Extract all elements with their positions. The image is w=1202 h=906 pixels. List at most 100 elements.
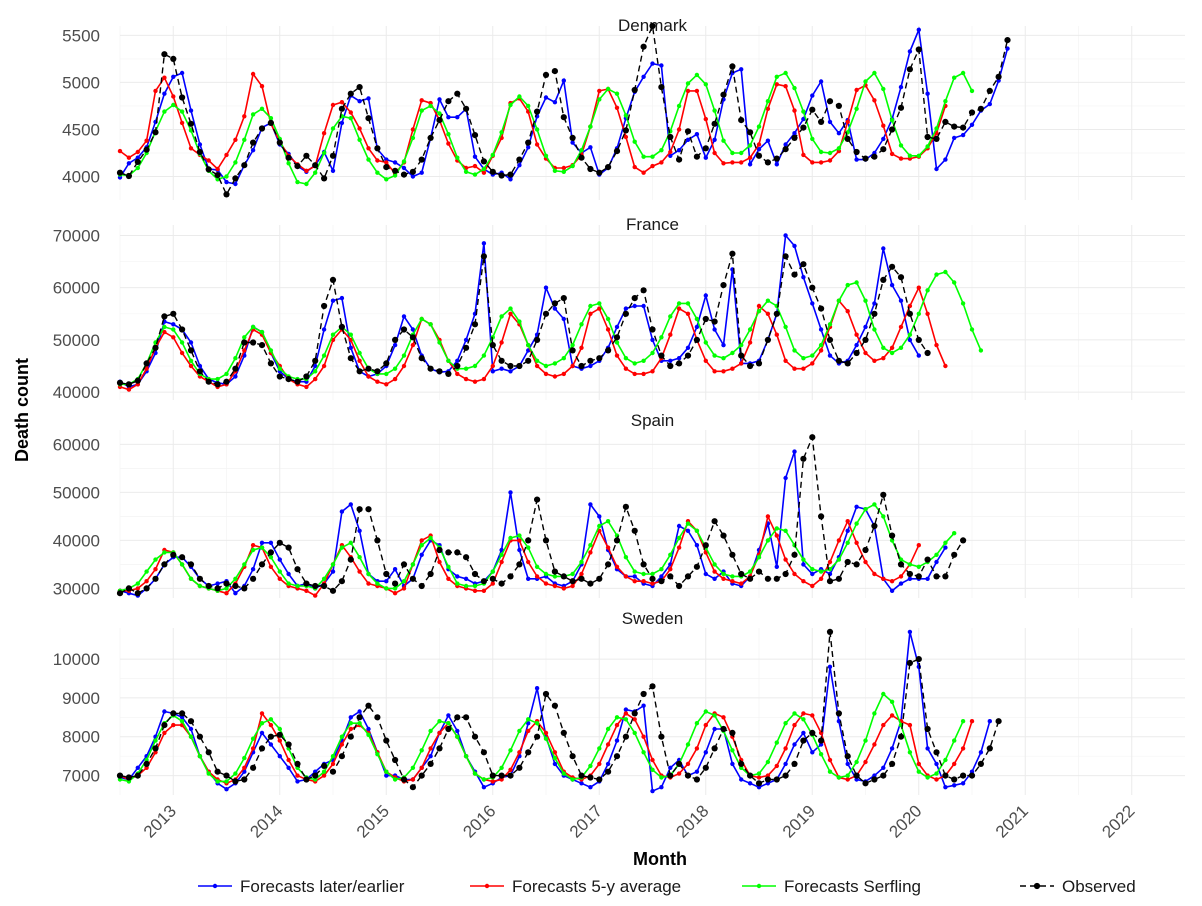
data-point <box>233 137 238 142</box>
data-point <box>480 578 487 585</box>
data-point <box>943 157 948 162</box>
data-point <box>268 742 274 747</box>
data-point <box>631 527 638 534</box>
data-point <box>836 775 842 780</box>
data-point <box>889 699 895 704</box>
data-point <box>693 776 701 783</box>
data-point <box>889 760 896 768</box>
data-point <box>755 152 763 159</box>
data-point <box>587 580 594 587</box>
data-point <box>116 379 124 386</box>
data-point <box>712 353 717 358</box>
data-point <box>481 166 487 172</box>
data-point <box>507 362 514 370</box>
data-point <box>694 324 700 330</box>
data-point <box>366 146 371 151</box>
data-point <box>295 779 300 784</box>
data-point <box>144 138 149 143</box>
data-point <box>321 150 327 156</box>
data-point <box>765 99 771 104</box>
data-point <box>685 301 691 306</box>
data-point <box>401 159 407 164</box>
data-point <box>162 730 167 736</box>
data-point <box>117 148 123 154</box>
data-point <box>818 79 824 84</box>
data-point <box>924 556 931 563</box>
data-point <box>898 345 904 350</box>
x-tick-label: 2017 <box>566 801 606 841</box>
data-point <box>445 725 452 733</box>
data-point <box>916 769 921 774</box>
data-point <box>286 161 291 166</box>
data-point <box>205 378 212 385</box>
data-point <box>508 177 513 182</box>
data-point <box>463 376 469 382</box>
data-point <box>375 752 380 757</box>
data-point <box>739 150 744 156</box>
data-point <box>756 147 762 152</box>
data-point <box>712 108 717 113</box>
data-point <box>570 583 575 589</box>
y-tick-label: 40000 <box>53 383 100 402</box>
data-point <box>702 542 709 549</box>
data-point <box>543 730 549 736</box>
data-point <box>800 261 807 268</box>
data-point <box>526 545 531 550</box>
data-point <box>613 537 621 544</box>
data-point <box>161 51 168 58</box>
data-point <box>747 569 753 574</box>
data-point <box>152 129 159 136</box>
data-point <box>641 371 646 377</box>
data-point <box>968 772 976 779</box>
data-point <box>508 311 513 316</box>
data-point <box>526 103 531 109</box>
data-point <box>826 336 834 343</box>
data-point <box>854 87 859 93</box>
data-point <box>277 738 282 743</box>
data-point <box>738 760 745 768</box>
data-point <box>463 576 469 581</box>
data-point <box>455 574 460 579</box>
data-point <box>872 742 877 747</box>
data-point <box>277 576 282 581</box>
data-point <box>561 165 566 171</box>
data-point <box>897 561 905 568</box>
data-point <box>649 683 656 690</box>
data-point <box>623 717 629 722</box>
data-point <box>916 153 921 158</box>
data-point <box>889 282 895 288</box>
data-point <box>668 358 673 363</box>
data-point <box>915 46 922 53</box>
data-point <box>303 580 310 587</box>
data-point <box>650 788 655 794</box>
legend-swatch-point <box>212 883 218 889</box>
data-point <box>312 582 319 590</box>
data-point <box>330 754 336 759</box>
data-point <box>773 310 780 317</box>
series-line <box>119 451 947 597</box>
series-forecasts-serfling <box>117 70 975 187</box>
data-point <box>774 162 779 167</box>
data-point <box>730 579 735 584</box>
data-point <box>659 160 664 165</box>
data-point <box>712 569 717 574</box>
data-point <box>907 49 913 54</box>
data-point <box>489 772 496 779</box>
data-point <box>934 166 939 172</box>
data-point <box>960 781 966 786</box>
y-tick-label: 9000 <box>62 689 100 708</box>
data-point <box>632 361 637 366</box>
data-point <box>400 776 408 783</box>
data-point <box>977 105 985 112</box>
data-point <box>196 733 203 740</box>
data-point <box>508 535 513 541</box>
data-point <box>223 378 230 385</box>
data-point <box>196 368 203 375</box>
legend-swatch-point <box>484 883 490 889</box>
data-point <box>125 381 132 388</box>
data-point <box>747 143 753 148</box>
data-point <box>116 169 124 176</box>
data-point <box>242 348 247 353</box>
data-point <box>765 538 771 543</box>
data-point <box>632 579 637 584</box>
